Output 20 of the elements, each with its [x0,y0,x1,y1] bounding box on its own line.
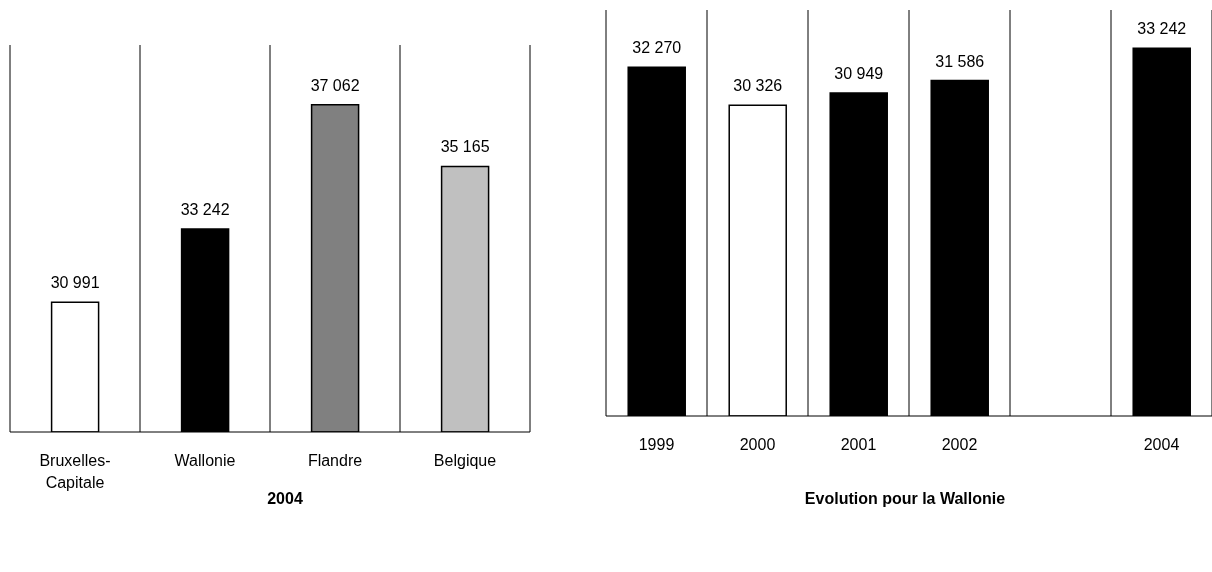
x-tick-label: 2004 [1143,436,1180,453]
x-tick-label: Wallonie [174,452,236,469]
data-label: 33 242 [1137,20,1187,38]
text: Evolution pour la Wallonie [803,490,1007,508]
data-label: 31 586 [935,52,985,70]
x-tick-label: Belgique [433,452,497,469]
x-tick-label: 2001 [840,436,877,453]
text: 2004 [266,490,304,508]
data-label: 30 949 [834,64,884,82]
data-label: 35 165 [440,138,490,156]
data-label: 30 991 [50,274,100,292]
x-tick-label: 2002 [941,436,978,453]
x-tick-label: 1999 [638,436,675,453]
x-tick-label: Bruxelles-Capitale [39,452,111,491]
data-label: 37 062 [310,76,360,94]
data-label: 33 242 [180,201,230,218]
x-tick-label: Flandre [307,452,363,469]
data-label: 30 326 [733,77,783,95]
x-tick-label: 2000 [739,436,776,453]
data-label: 32 270 [632,39,682,57]
